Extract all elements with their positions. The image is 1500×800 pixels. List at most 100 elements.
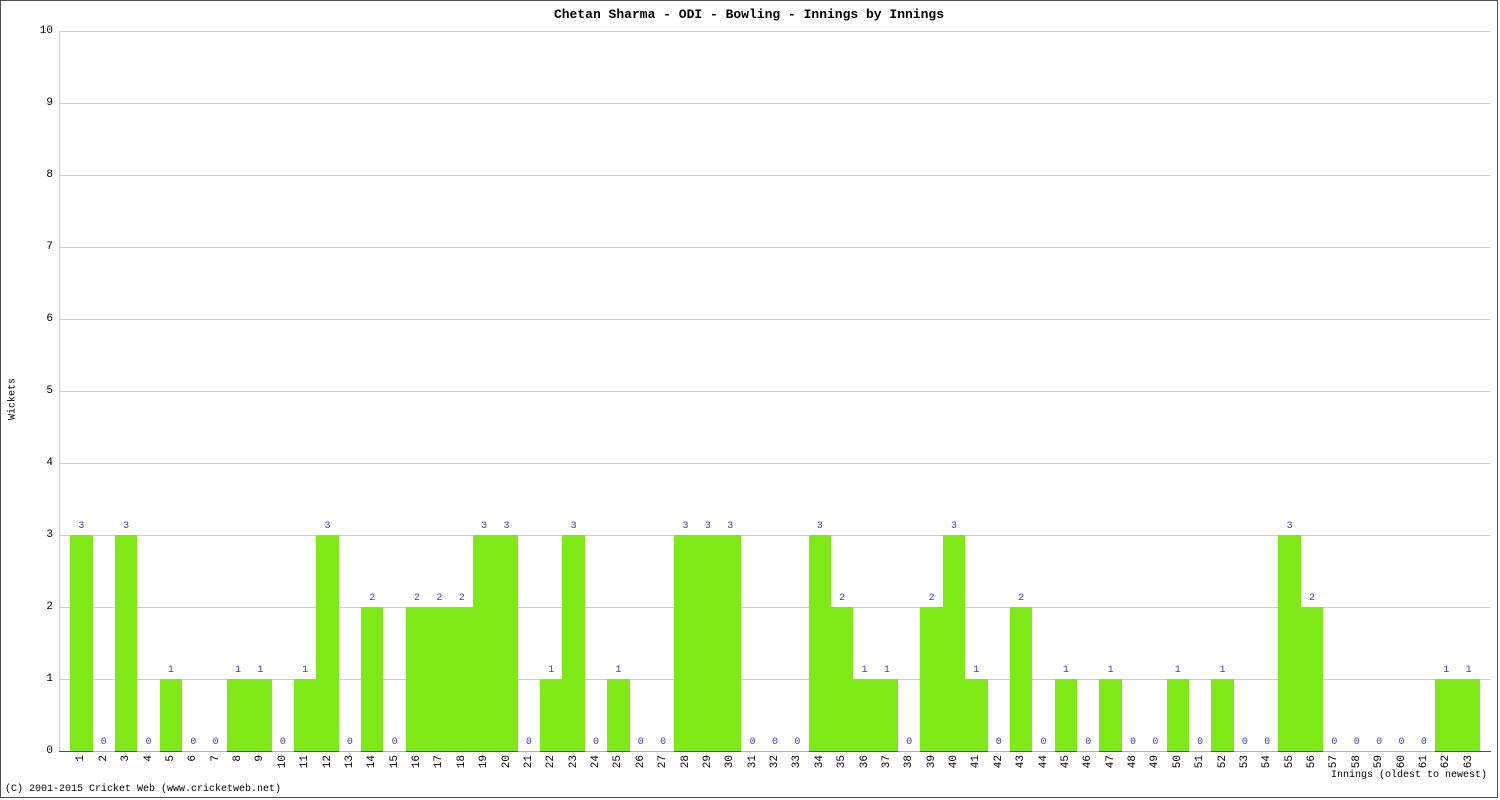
bar: 0 — [630, 751, 652, 752]
y-tick-label: 6 — [46, 313, 53, 325]
y-tick-label: 8 — [46, 169, 53, 181]
bar-value-label: 3 — [705, 521, 711, 532]
bar-value-label: 0 — [772, 737, 778, 748]
bar-value-label: 0 — [392, 737, 398, 748]
x-tick-label: 16 — [411, 755, 423, 768]
bar-value-label: 3 — [324, 521, 330, 532]
bar-value-label: 0 — [1376, 737, 1382, 748]
x-tick-label: 30 — [724, 755, 736, 768]
x-tick-label: 1 — [75, 755, 87, 762]
bar-value-label: 0 — [101, 737, 107, 748]
bar-value-label: 0 — [1040, 737, 1046, 748]
x-tick-label: 63 — [1463, 755, 1475, 768]
x-tick-label: 24 — [590, 755, 602, 768]
bar: 3 — [473, 535, 495, 751]
bar-value-label: 0 — [1197, 737, 1203, 748]
bar: 2 — [1010, 607, 1032, 751]
bar-value-label: 1 — [861, 665, 867, 676]
bar-value-label: 2 — [436, 593, 442, 604]
bar-value-label: 1 — [1175, 665, 1181, 676]
bar-value-label: 1 — [1443, 665, 1449, 676]
bar-value-label: 0 — [190, 737, 196, 748]
bar-value-label: 3 — [481, 521, 487, 532]
bar-value-label: 0 — [213, 737, 219, 748]
copyright-text: (C) 2001-2015 Cricket Web (www.cricketwe… — [5, 784, 281, 795]
bar: 3 — [719, 535, 741, 751]
bar-value-label: 0 — [1152, 737, 1158, 748]
x-tick-label: 33 — [791, 755, 803, 768]
bar: 2 — [920, 607, 942, 751]
bar: 0 — [1189, 751, 1211, 752]
bar: 2 — [406, 607, 428, 751]
bar: 3 — [562, 535, 584, 751]
bar: 2 — [1301, 607, 1323, 751]
bar-value-label: 0 — [1331, 737, 1337, 748]
bar: 0 — [741, 751, 763, 752]
y-axis-label: Wickets — [8, 378, 19, 420]
x-tick-label: 43 — [1015, 755, 1027, 768]
x-tick-label: 27 — [657, 755, 669, 768]
x-tick-label: 52 — [1217, 755, 1229, 768]
x-tick-label: 29 — [702, 755, 714, 768]
bar-value-label: 0 — [750, 737, 756, 748]
x-tick-label: 53 — [1239, 755, 1251, 768]
x-tick-label: 20 — [501, 755, 513, 768]
x-tick-label: 47 — [1105, 755, 1117, 768]
bar-value-label: 0 — [280, 737, 286, 748]
x-tick-label: 37 — [881, 755, 893, 768]
bar: 0 — [137, 751, 159, 752]
x-tick-label: 7 — [210, 755, 222, 762]
bar-value-label: 3 — [571, 521, 577, 532]
bar: 3 — [697, 535, 719, 751]
x-tick-label: 10 — [277, 755, 289, 768]
gridline — [59, 535, 1491, 536]
bar-value-label: 0 — [1398, 737, 1404, 748]
gridline — [59, 607, 1491, 608]
x-tick-label: 21 — [523, 755, 535, 768]
bar: 0 — [1032, 751, 1054, 752]
gridline — [59, 463, 1491, 464]
bar: 3 — [943, 535, 965, 751]
x-tick-label: 42 — [993, 755, 1005, 768]
bar: 0 — [1323, 751, 1345, 752]
bar-value-label: 0 — [660, 737, 666, 748]
x-tick-label: 3 — [120, 755, 132, 762]
bar: 0 — [1256, 751, 1278, 752]
x-tick-label: 55 — [1284, 755, 1296, 768]
x-tick-label: 39 — [926, 755, 938, 768]
x-tick-label: 2 — [98, 755, 110, 762]
x-tick-label: 38 — [903, 755, 915, 768]
bar-value-label: 0 — [593, 737, 599, 748]
x-tick-label: 22 — [545, 755, 557, 768]
bar: 1 — [1055, 679, 1077, 751]
bar-value-label: 3 — [817, 521, 823, 532]
y-tick-label: 5 — [46, 385, 53, 397]
y-tick-label: 1 — [46, 673, 53, 685]
bar-value-label: 1 — [1063, 665, 1069, 676]
bar-value-label: 3 — [78, 521, 84, 532]
bar-value-label: 0 — [794, 737, 800, 748]
bar-value-label: 0 — [1354, 737, 1360, 748]
bar-value-label: 2 — [1018, 593, 1024, 604]
bar-value-label: 2 — [839, 593, 845, 604]
bar-value-label: 1 — [1466, 665, 1472, 676]
bar: 0 — [182, 751, 204, 752]
y-tick-label: 0 — [46, 745, 53, 757]
bar-value-label: 1 — [168, 665, 174, 676]
gridline — [59, 247, 1491, 248]
bar: 1 — [249, 679, 271, 751]
bar: 0 — [339, 751, 361, 752]
bar-value-label: 2 — [929, 593, 935, 604]
x-tick-label: 17 — [433, 755, 445, 768]
bar-value-label: 1 — [973, 665, 979, 676]
bar: 0 — [764, 751, 786, 752]
gridline — [59, 679, 1491, 680]
x-tick-label: 46 — [1082, 755, 1094, 768]
x-tick-label: 61 — [1418, 755, 1430, 768]
bar: 1 — [227, 679, 249, 751]
x-tick-label: 6 — [187, 755, 199, 762]
x-tick-label: 14 — [366, 755, 378, 768]
bar-value-label: 1 — [1219, 665, 1225, 676]
bar-value-label: 0 — [1264, 737, 1270, 748]
bar: 0 — [518, 751, 540, 752]
